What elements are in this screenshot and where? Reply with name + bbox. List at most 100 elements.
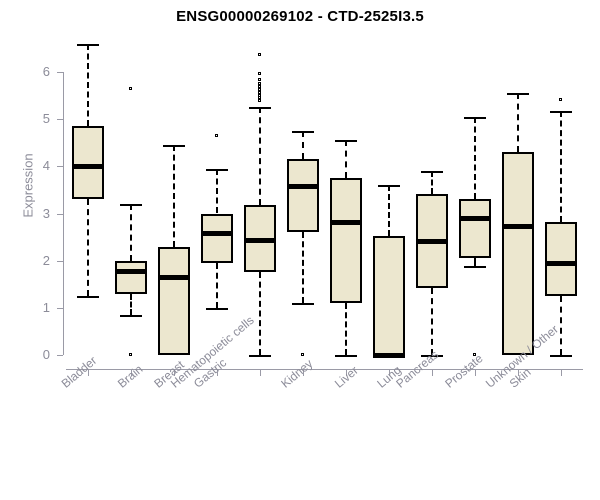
whisker-cap-upper: [464, 116, 487, 119]
median-line: [545, 261, 578, 267]
whisker-lower: [560, 296, 563, 355]
outlier-point: [257, 96, 261, 100]
whisker-upper: [560, 110, 563, 222]
whisker-lower: [345, 303, 348, 355]
median-line: [416, 239, 449, 245]
whisker-cap-upper: [205, 168, 228, 171]
whisker-lower: [129, 293, 132, 315]
box-body: [114, 260, 147, 294]
whisker-cap-lower: [119, 314, 142, 317]
x-tick-label-kidney: Kidney: [278, 356, 316, 391]
median-line: [243, 238, 276, 244]
outlier-point: [128, 86, 132, 90]
whisker-upper: [388, 185, 391, 236]
y-tick-label: 0: [42, 347, 50, 362]
box-body: [459, 199, 492, 259]
median-line: [71, 163, 104, 169]
box-body: [416, 193, 449, 289]
whisker-lower: [474, 258, 477, 267]
whisker-lower: [301, 232, 304, 304]
median-line: [157, 274, 190, 280]
box-body: [157, 247, 190, 355]
outlier-point: [257, 99, 261, 103]
box-body: [200, 213, 233, 264]
box-body: [545, 221, 578, 297]
median-line: [373, 352, 406, 358]
whisker-cap-lower: [205, 307, 228, 310]
median-line: [286, 183, 319, 189]
whisker-cap-upper: [119, 204, 142, 207]
box-body: [330, 178, 363, 304]
whisker-cap-upper: [335, 140, 358, 143]
box-body: [71, 126, 104, 200]
outlier-point: [257, 72, 261, 76]
y-axis-line: [63, 72, 64, 355]
whisker-upper: [86, 43, 89, 127]
x-axis-line: [66, 369, 583, 370]
whisker-cap-lower: [248, 355, 271, 357]
median-line: [200, 230, 233, 236]
whisker-cap-lower: [550, 355, 573, 357]
whisker-cap-upper: [76, 43, 99, 46]
y-tick-label: 1: [42, 299, 50, 315]
outlier-point: [257, 78, 261, 82]
whisker-cap-upper: [507, 93, 530, 96]
whisker-lower: [215, 263, 218, 308]
outlier-point: [257, 93, 261, 97]
box-body: [502, 152, 535, 355]
whisker-cap-lower: [335, 355, 358, 357]
box-body: [243, 205, 276, 273]
whisker-lower: [86, 199, 89, 297]
whisker-upper: [474, 116, 477, 200]
whisker-cap-upper: [421, 171, 444, 174]
median-line: [502, 224, 535, 230]
whisker-upper: [258, 107, 261, 205]
outlier-point: [257, 82, 261, 86]
outlier-point: [214, 133, 218, 137]
outlier-point: [128, 353, 132, 356]
chart-title: ENSG00000269102 - CTD-2525I3.5: [176, 8, 424, 25]
outlier-point: [300, 353, 304, 356]
whisker-upper: [215, 168, 218, 214]
whisker-upper: [129, 204, 132, 261]
outlier-point: [257, 85, 261, 89]
y-tick-label: 6: [42, 64, 50, 79]
whisker-upper: [517, 93, 520, 153]
y-tick-mark: [57, 355, 63, 356]
whisker-upper: [431, 171, 434, 194]
median-line: [330, 220, 363, 226]
whisker-cap-upper: [248, 107, 271, 110]
x-tick-mark: [432, 369, 434, 376]
whisker-cap-upper: [162, 145, 185, 148]
y-axis-label: Expression: [20, 153, 36, 218]
whisker-lower: [258, 272, 261, 355]
x-tick-mark: [561, 369, 563, 376]
x-tick-label-liver: Liver: [332, 363, 361, 391]
whisker-lower: [431, 288, 434, 355]
x-tick-label-bladder: Bladder: [58, 353, 99, 391]
whisker-cap-lower: [291, 303, 314, 306]
box-body: [373, 235, 406, 355]
median-line: [459, 215, 492, 221]
outlier-point: [257, 90, 261, 94]
whisker-upper: [172, 145, 175, 248]
whisker-cap-upper: [550, 110, 573, 113]
outlier-point: [257, 53, 261, 57]
whisker-upper: [345, 140, 348, 179]
median-line: [114, 268, 147, 274]
